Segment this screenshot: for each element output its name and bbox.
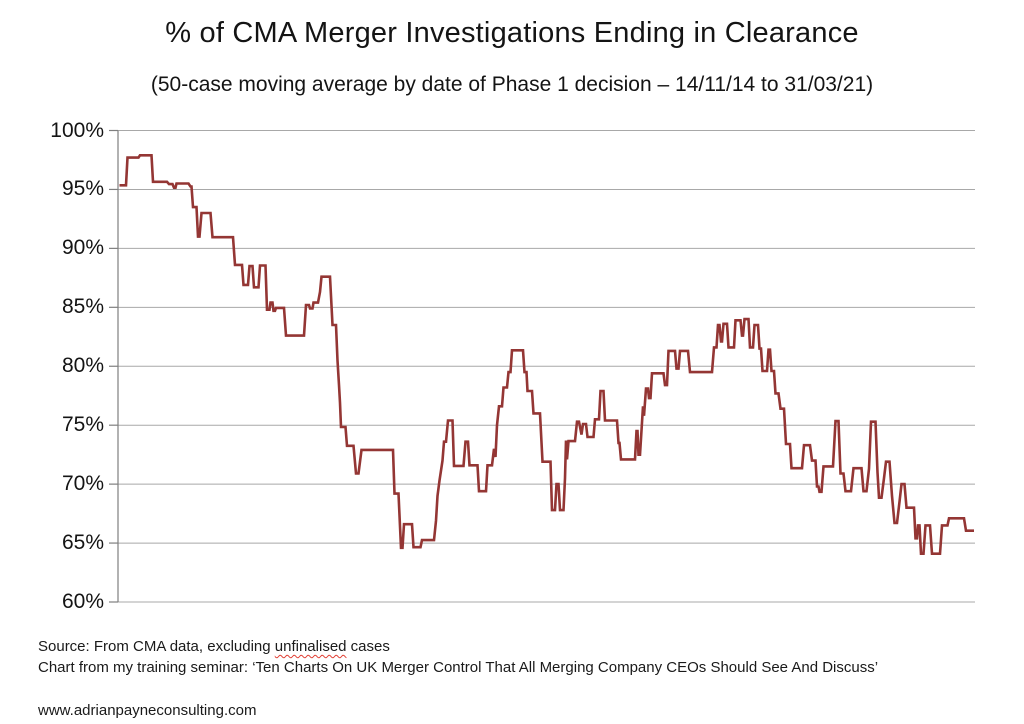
y-tick-label-100: 100% (50, 118, 104, 142)
website-url: www.adrianpayneconsulting.com (38, 702, 257, 719)
y-tick-label-60: 60% (61, 590, 104, 613)
y-tick-label-90: 90% (61, 236, 104, 260)
chart-title: % of CMA Merger Investigations Ending in… (165, 17, 859, 49)
spellcheck-underlined-word: unfinalised (274, 638, 347, 655)
y-tick-label-95: 95% (61, 177, 104, 201)
seminar-note: Chart from my training seminar: ‘Ten Cha… (38, 659, 879, 676)
source-note: Source: From CMA data, excluding unfinal… (38, 636, 998, 657)
footnotes: Source: From CMA data, excluding unfinal… (38, 636, 998, 678)
y-tick-label-65: 65% (61, 531, 104, 555)
y-tick-label-85: 85% (61, 295, 104, 319)
chart-subtitle: (50-case moving average by date of Phase… (150, 73, 874, 96)
y-tick-label-80: 80% (61, 354, 104, 378)
y-tick-label-70: 70% (61, 472, 104, 496)
clearance-rate-line (119, 154, 974, 556)
source-note-suffix: cases (346, 638, 390, 655)
y-tick-label-75: 75% (61, 413, 104, 437)
source-note-prefix: Source: From CMA data, excluding (38, 638, 275, 655)
